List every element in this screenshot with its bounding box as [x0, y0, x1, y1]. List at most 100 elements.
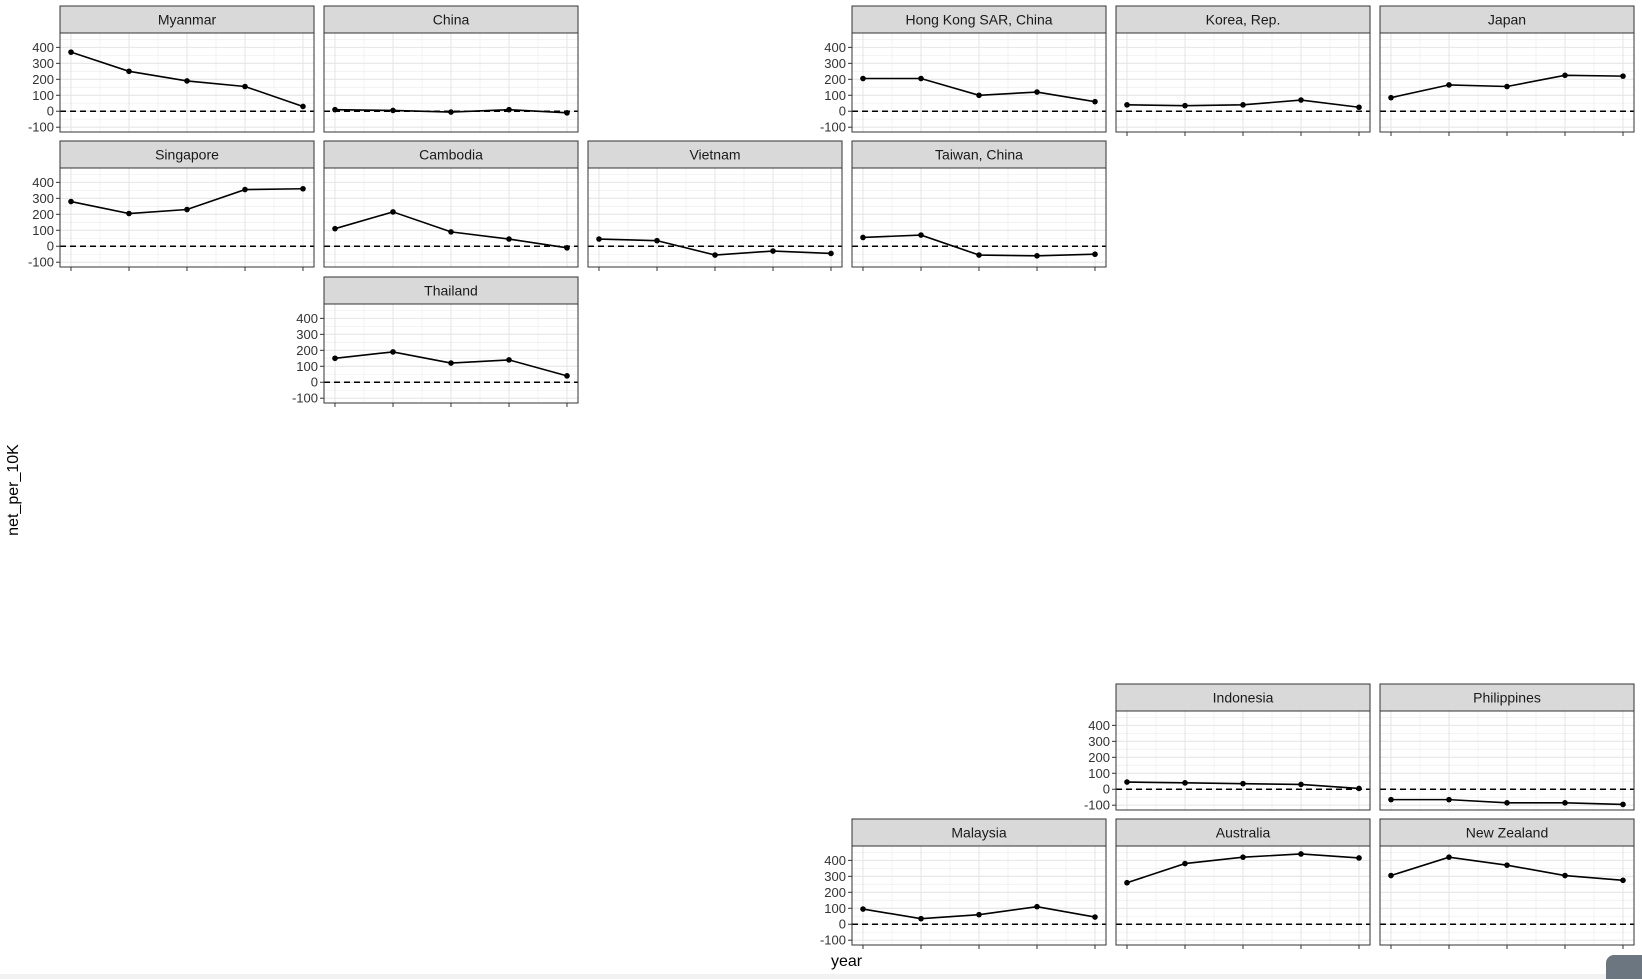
data-point: [126, 68, 132, 75]
data-point: [1240, 854, 1246, 860]
panel-australia: Australia: [1115, 818, 1371, 949]
y-tick-label: 400: [32, 175, 54, 190]
data-point: [1388, 872, 1394, 879]
panel-korea-rep: Korea, Rep.: [1115, 5, 1371, 136]
data-point: [1298, 781, 1304, 788]
data-point: [1446, 854, 1452, 860]
panel-strip: [323, 276, 579, 305]
data-point: [184, 206, 190, 213]
panel-strip: [851, 140, 1107, 169]
panel-title: Korea, Rep.: [1206, 12, 1281, 28]
y-tick-label: 200: [1088, 750, 1110, 765]
data-point: [1124, 102, 1130, 108]
data-point: [126, 210, 132, 217]
data-point: [976, 92, 982, 99]
data-point: [1034, 253, 1040, 259]
data-point: [712, 252, 718, 258]
y-tick-label: -100: [292, 391, 318, 406]
data-point: [390, 349, 396, 355]
data-point: [506, 236, 512, 242]
data-point: [1092, 251, 1098, 258]
data-point: [1182, 780, 1188, 786]
panel-border: [59, 32, 315, 133]
panel-strip: [59, 140, 315, 169]
data-point: [242, 83, 248, 90]
y-axis-title: net_per_10K: [5, 444, 22, 536]
data-point: [300, 185, 306, 192]
data-point: [1298, 851, 1304, 857]
y-tick-label: -100: [28, 255, 54, 270]
panel-title: Japan: [1488, 12, 1526, 28]
panel-strip: [1115, 5, 1371, 34]
panel-strip: [1115, 818, 1371, 847]
data-point: [1092, 98, 1098, 105]
data-point: [564, 110, 570, 116]
data-point: [1388, 796, 1394, 803]
data-point: [1562, 72, 1568, 79]
y-tick-label: 400: [824, 40, 846, 55]
data-point: [1182, 102, 1188, 109]
data-point: [300, 103, 306, 110]
panel-title: Singapore: [155, 147, 219, 163]
panel-strip: [323, 5, 579, 34]
data-point: [1620, 877, 1626, 884]
window-bottom-strip: [0, 974, 1642, 979]
data-point: [506, 106, 512, 113]
panel-strip: [587, 140, 843, 169]
data-point: [1446, 796, 1452, 803]
data-point: [860, 75, 866, 82]
panel-taiwan-china: Taiwan, China: [851, 140, 1107, 271]
data-point: [1504, 83, 1510, 90]
y-tick-label: 100: [824, 901, 846, 916]
panel-philippines: Philippines: [1379, 683, 1635, 811]
y-tick-label: 300: [32, 191, 54, 206]
y-tick-label: 0: [311, 375, 318, 390]
y-tick-label: 300: [296, 327, 318, 342]
panel-strip: [1379, 5, 1635, 34]
y-tick-label: 100: [1088, 766, 1110, 781]
y-tick-label: 0: [47, 104, 54, 119]
panel-border: [323, 32, 579, 133]
y-tick-label: 0: [839, 104, 846, 119]
corner-overlay-button[interactable]: [1606, 955, 1642, 979]
data-point: [1620, 73, 1626, 79]
panel-title: Taiwan, China: [935, 147, 1023, 163]
y-tick-label: 200: [824, 885, 846, 900]
panel-title: Hong Kong SAR, China: [905, 12, 1052, 28]
y-tick-label: 200: [296, 343, 318, 358]
panel-vietnam: Vietnam: [587, 140, 843, 271]
data-point: [770, 248, 776, 254]
data-point: [68, 198, 74, 205]
data-point: [506, 357, 512, 363]
y-tick-label: 300: [32, 56, 54, 71]
y-tick-label: 200: [32, 72, 54, 87]
y-tick-label: 300: [824, 56, 846, 71]
panel-title: Indonesia: [1213, 690, 1274, 706]
panel-title: Philippines: [1473, 690, 1541, 706]
data-point: [1562, 800, 1568, 806]
y-tick-label: 400: [824, 853, 846, 868]
y-tick-label: -100: [820, 933, 846, 948]
panel-title: Thailand: [424, 283, 478, 299]
panel-border: [851, 32, 1107, 133]
data-point: [918, 232, 924, 238]
data-point: [448, 229, 454, 235]
data-point: [564, 373, 570, 379]
y-tick-label: 400: [32, 40, 54, 55]
data-point: [332, 225, 338, 232]
y-tick-label: 300: [1088, 734, 1110, 749]
data-point: [1182, 860, 1188, 867]
data-point: [1620, 801, 1626, 808]
data-point: [68, 49, 74, 55]
y-tick-label: 0: [1103, 782, 1110, 797]
y-tick-label: 200: [824, 72, 846, 87]
y-tick-label: 400: [296, 311, 318, 326]
panel-title: Australia: [1216, 825, 1271, 841]
data-point: [1034, 89, 1040, 95]
y-tick-label: 400: [1088, 718, 1110, 733]
data-point: [1092, 914, 1098, 920]
